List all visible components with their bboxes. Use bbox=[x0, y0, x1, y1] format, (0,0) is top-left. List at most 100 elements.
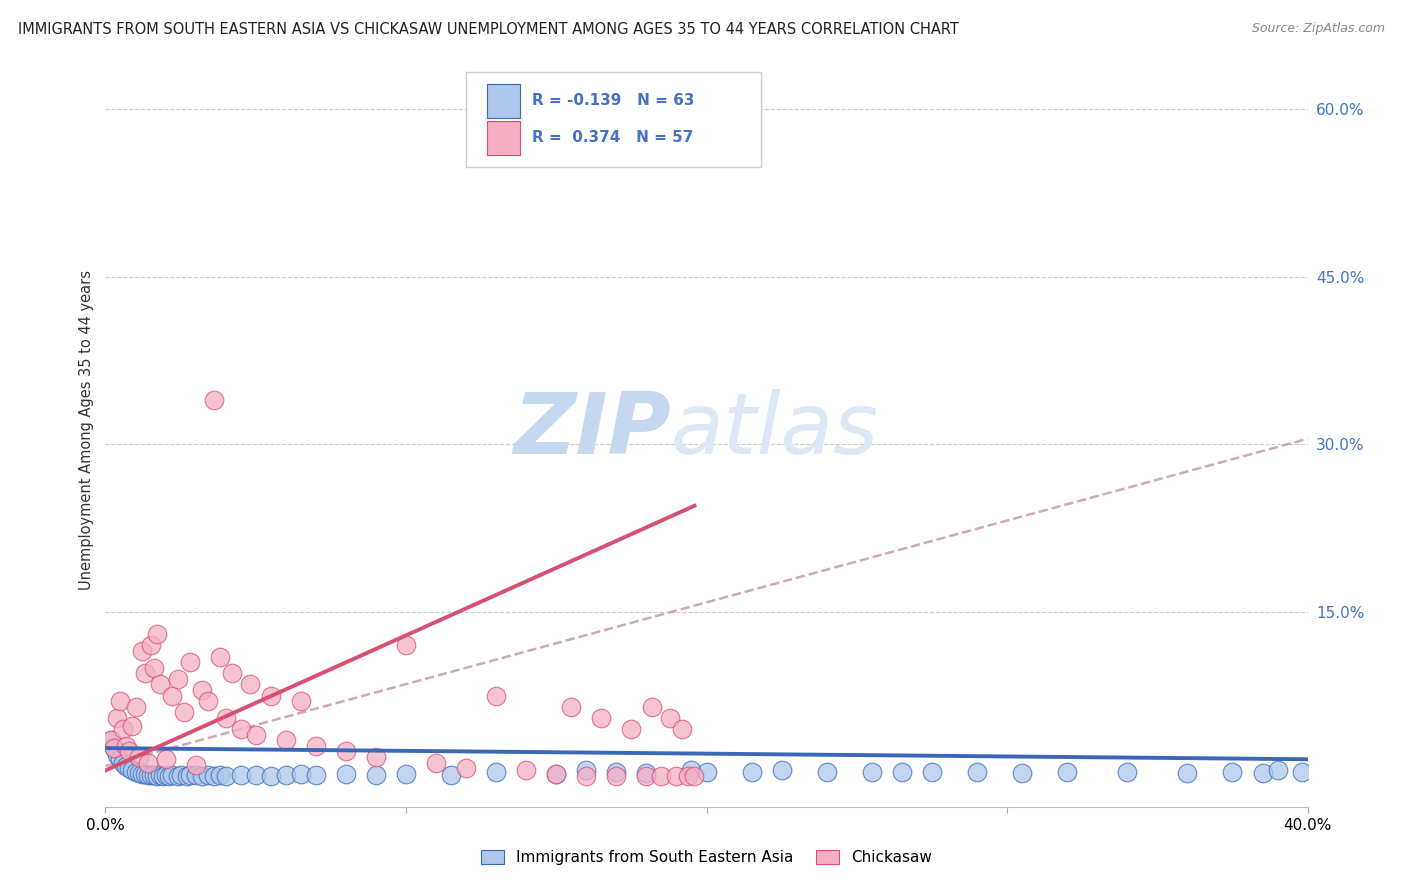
Point bbox=[1056, 764, 1078, 779]
Point bbox=[681, 764, 703, 778]
FancyBboxPatch shape bbox=[465, 72, 761, 167]
Point bbox=[485, 689, 508, 703]
Point bbox=[305, 739, 328, 753]
Point bbox=[1291, 764, 1313, 779]
Point bbox=[274, 733, 297, 747]
Point bbox=[118, 744, 141, 758]
Legend: Immigrants from South Eastern Asia, Chickasaw: Immigrants from South Eastern Asia, Chic… bbox=[475, 844, 938, 871]
Point bbox=[696, 764, 718, 779]
Point bbox=[921, 764, 943, 779]
Point bbox=[148, 677, 170, 691]
Point bbox=[214, 711, 236, 725]
Point bbox=[121, 764, 143, 778]
Point bbox=[115, 739, 138, 753]
Point bbox=[179, 655, 201, 669]
Point bbox=[1222, 764, 1244, 779]
Point bbox=[546, 766, 568, 780]
Point bbox=[364, 750, 387, 764]
Point bbox=[1267, 764, 1289, 778]
Point bbox=[103, 741, 125, 756]
Point bbox=[134, 666, 156, 681]
Text: Source: ZipAtlas.com: Source: ZipAtlas.com bbox=[1251, 22, 1385, 36]
Point bbox=[591, 711, 613, 725]
Point bbox=[229, 768, 252, 782]
Point bbox=[815, 764, 838, 779]
Point bbox=[515, 764, 537, 778]
Point bbox=[103, 741, 125, 756]
Point bbox=[121, 719, 143, 733]
Point bbox=[260, 769, 283, 783]
Point bbox=[665, 769, 688, 783]
Point bbox=[221, 666, 243, 681]
Point bbox=[118, 761, 141, 775]
Y-axis label: Unemployment Among Ages 35 to 44 years: Unemployment Among Ages 35 to 44 years bbox=[79, 270, 94, 591]
Point bbox=[335, 766, 357, 780]
Point bbox=[145, 769, 167, 783]
FancyBboxPatch shape bbox=[486, 121, 520, 155]
Point bbox=[136, 768, 159, 782]
Point bbox=[966, 764, 988, 779]
Point bbox=[229, 722, 252, 736]
FancyBboxPatch shape bbox=[486, 84, 520, 118]
Point bbox=[305, 768, 328, 782]
Point bbox=[290, 694, 312, 708]
Point bbox=[184, 768, 207, 782]
Point bbox=[208, 649, 231, 664]
Point bbox=[166, 672, 188, 686]
Text: R = -0.139   N = 63: R = -0.139 N = 63 bbox=[533, 93, 695, 108]
Point bbox=[107, 747, 129, 762]
Point bbox=[678, 769, 700, 783]
Point bbox=[290, 766, 312, 780]
Point bbox=[636, 765, 658, 780]
Point bbox=[683, 769, 706, 783]
Text: IMMIGRANTS FROM SOUTH EASTERN ASIA VS CHICKASAW UNEMPLOYMENT AMONG AGES 35 TO 44: IMMIGRANTS FROM SOUTH EASTERN ASIA VS CH… bbox=[18, 22, 959, 37]
Point bbox=[169, 768, 191, 782]
Point bbox=[454, 761, 477, 775]
Point bbox=[560, 699, 582, 714]
Point bbox=[197, 768, 219, 782]
Point bbox=[115, 759, 138, 773]
Point bbox=[112, 756, 135, 770]
Point bbox=[148, 768, 170, 782]
Point bbox=[1011, 765, 1033, 780]
Point bbox=[128, 750, 150, 764]
Point bbox=[139, 768, 162, 782]
Point bbox=[605, 764, 627, 779]
Point bbox=[134, 766, 156, 780]
Point bbox=[741, 764, 763, 779]
Point bbox=[1175, 765, 1198, 780]
Point bbox=[395, 638, 418, 652]
Point bbox=[160, 689, 183, 703]
Point bbox=[636, 769, 658, 783]
Point bbox=[641, 699, 664, 714]
Point bbox=[575, 769, 598, 783]
Point bbox=[335, 744, 357, 758]
Point bbox=[364, 768, 387, 782]
Point bbox=[202, 769, 225, 783]
Point bbox=[157, 769, 180, 783]
Point bbox=[659, 711, 682, 725]
Point bbox=[100, 733, 122, 747]
Point bbox=[770, 764, 793, 778]
Point bbox=[110, 752, 132, 766]
Point bbox=[173, 706, 195, 720]
Point bbox=[620, 722, 643, 736]
Point bbox=[202, 392, 225, 407]
Point bbox=[155, 752, 177, 766]
Point bbox=[142, 661, 165, 675]
Point bbox=[245, 728, 267, 742]
Point bbox=[274, 768, 297, 782]
Point bbox=[425, 756, 447, 770]
Point bbox=[890, 764, 912, 779]
Point bbox=[239, 677, 262, 691]
Point bbox=[1251, 765, 1274, 780]
Point bbox=[245, 768, 267, 782]
Point bbox=[145, 627, 167, 641]
Point bbox=[124, 699, 146, 714]
Point bbox=[260, 689, 283, 703]
Point bbox=[575, 764, 598, 778]
Text: R =  0.374   N = 57: R = 0.374 N = 57 bbox=[533, 130, 693, 145]
Point bbox=[190, 683, 212, 698]
Point bbox=[605, 769, 627, 783]
Point bbox=[395, 766, 418, 780]
